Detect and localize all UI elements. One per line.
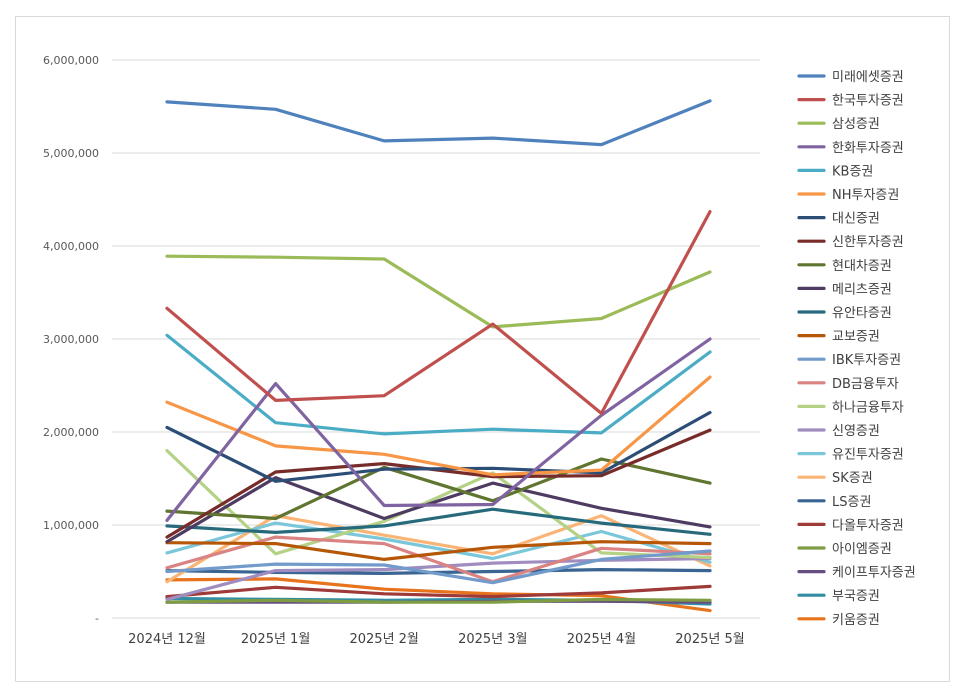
legend-label: 신영증권 [832,424,880,439]
x-tick-label: 2025년 5월 [675,632,744,647]
series-lines [165,99,712,613]
legend-item: 메리츠증권 [797,282,892,297]
series-line [165,540,712,562]
gridlines [112,59,760,619]
legend-label: 유진투자증권 [832,448,904,463]
x-tick-label: 2025년 1월 [241,632,310,647]
series-line [165,549,712,585]
legend-label: 아이엠증권 [832,542,892,557]
legend-label: 신한투자증권 [832,235,904,250]
series-line [165,99,712,147]
x-tick-label: 2025년 3월 [458,632,527,647]
legend-item: 하나금융투자 [797,400,904,415]
legend-item: 유안타증권 [797,306,892,321]
series-line [165,476,712,544]
legend-item: 현대차증권 [797,259,892,274]
series-line [165,449,712,560]
legend-item: KB증권 [797,164,873,179]
x-tick-label: 2024년 12월 [128,632,206,647]
legend-item: NH투자증권 [797,188,899,203]
y-tick-label: 4,000,000 [43,240,99,253]
legend-item: 유진투자증권 [797,448,904,463]
series-line [165,410,712,483]
legend-item: 다올투자증권 [797,518,904,533]
series-line [165,375,712,477]
legend-label: SK증권 [832,471,873,486]
legend-item: 부국증권 [797,589,880,604]
legend-item: 미래에셋증권 [797,70,904,85]
series-line [165,597,712,604]
y-tick-label: 3,000,000 [43,333,99,346]
series-line [165,584,712,599]
y-tick-label: 5,000,000 [43,147,99,160]
legend-item: SK증권 [797,471,873,486]
legend-label: 유안타증권 [832,306,892,321]
x-tick-label: 2025년 2월 [349,632,418,647]
legend-label: 교보증권 [832,330,880,345]
legend-label: 미래에셋증권 [832,70,904,85]
legend-item: DB금융투자 [797,377,899,392]
legend-item: 삼성증권 [797,117,880,132]
legend-item: 교보증권 [797,330,880,345]
legend-label: 한국투자증권 [832,94,904,109]
y-tick-label: 1,000,000 [43,519,99,532]
legend-item: IBK투자증권 [797,353,901,368]
series-line [165,254,712,329]
legend-label: DB금융투자 [832,377,899,392]
x-tick-label: 2025년 4월 [567,632,636,647]
legend-label: LS증권 [832,495,871,510]
legend-item: 아이엠증권 [797,542,892,557]
legend-item: 대신증권 [797,212,880,227]
legend-label: 대신증권 [832,212,880,227]
legend-item: 한화투자증권 [797,141,904,156]
y-tick-label: 2,000,000 [43,426,99,439]
legend-label: 메리츠증권 [832,282,892,297]
x-axis-tick-labels: 2024년 12월 2025년 1월 2025년 2월 2025년 3월 2025년 4… [128,632,745,647]
legend-label: 하나금융투자 [832,400,904,415]
legend-label: 다올투자증권 [832,518,904,533]
legend-label: KB증권 [832,164,873,179]
legend-label: NH투자증권 [832,188,899,203]
series-line [165,507,712,536]
series-line [165,337,712,523]
legend-label: 삼성증권 [832,117,880,132]
legend-label: 부국증권 [832,589,880,604]
y-tick-label: 6,000,000 [43,54,99,67]
legend-label: 케이프투자증권 [832,566,916,581]
y-tick-label: - [95,612,99,625]
legend-item: 신한투자증권 [797,235,904,250]
series-line [165,210,712,415]
y-axis-tick-labels: - 1,000,000 2,000,000 3,000,000 4,000,000 5,0… [43,54,99,625]
legend-item: LS증권 [797,495,871,510]
legend-item: 케이프투자증권 [797,566,916,581]
series-line [165,556,712,602]
legend-label: 현대차증권 [832,259,892,274]
legend-label: 한화투자증권 [832,141,904,156]
legend-item: 한국투자증권 [797,94,904,109]
legend-label: 키움증권 [832,613,880,628]
series-line [165,521,712,564]
legend-item: 신영증권 [797,424,880,439]
legend-label: IBK투자증권 [832,353,901,368]
legend-item: 키움증권 [797,613,880,628]
